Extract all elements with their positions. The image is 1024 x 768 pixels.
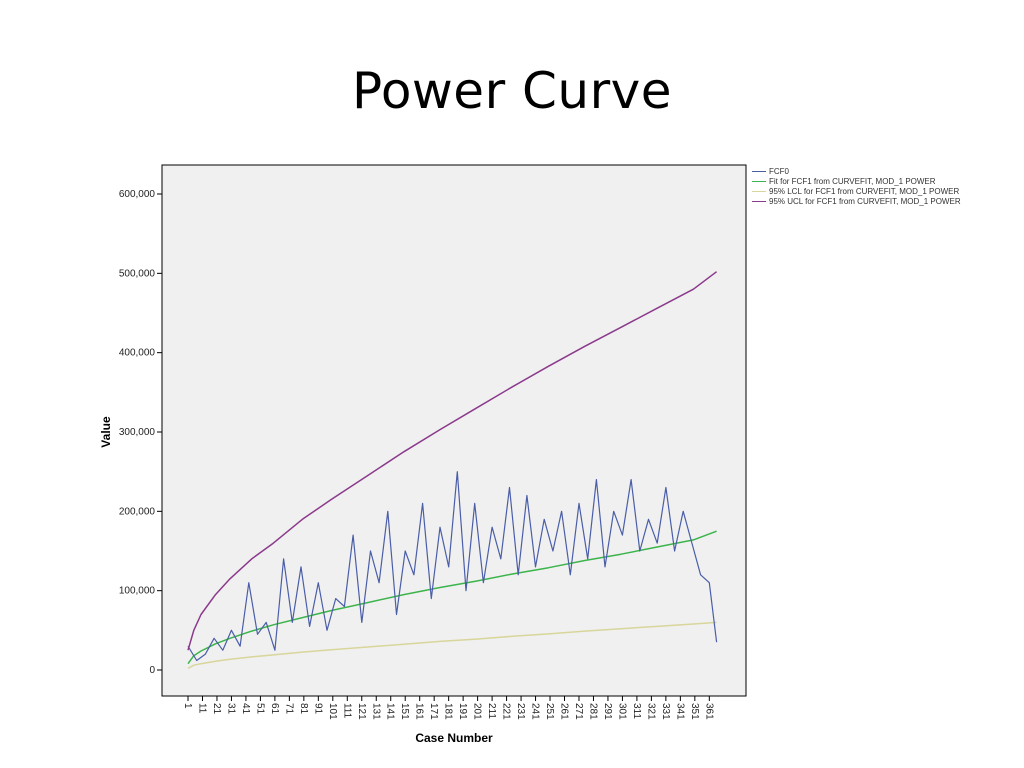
y-tick-label: 600,000 (119, 189, 156, 200)
legend-swatch (752, 171, 766, 173)
x-tick-label: 151 (399, 703, 410, 720)
y-tick-label: 400,000 (119, 348, 156, 359)
x-tick-label: 31 (225, 703, 236, 715)
x-tick-label: 361 (703, 703, 714, 720)
x-tick-label: 261 (559, 703, 570, 720)
x-tick-label: 41 (240, 703, 251, 715)
x-tick-label: 111 (341, 703, 352, 719)
x-tick-label: 231 (515, 703, 526, 720)
x-tick-label: 161 (414, 703, 425, 720)
x-tick-label: 61 (269, 703, 280, 715)
x-tick-label: 291 (602, 703, 613, 720)
x-tick-label: 331 (660, 703, 671, 720)
legend-label: 95% LCL for FCF1 from CURVEFIT, MOD_1 PO… (769, 187, 960, 196)
y-tick-label: 100,000 (119, 586, 156, 597)
x-tick-label: 121 (356, 703, 367, 720)
x-tick-label: 301 (616, 703, 627, 720)
x-tick-label: 281 (587, 703, 598, 720)
series-line-0 (187, 471, 718, 662)
x-tick-label: 131 (370, 703, 381, 720)
y-tick-label: 0 (149, 665, 155, 676)
y-axis: 0 100,000 200,000 300,000 400,000 500,000 600,… (119, 189, 162, 676)
x-tick-label: 341 (674, 703, 685, 720)
x-tick-label: 211 (486, 703, 497, 719)
legend-swatch (752, 201, 766, 203)
legend-item: 95% LCL for FCF1 from CURVEFIT, MOD_1 PO… (752, 187, 961, 197)
chart-legend: FCF0 Fit for FCF1 from CURVEFIT, MOD_1 PO… (752, 167, 961, 207)
legend-label: Fit for FCF1 from CURVEFIT, MOD_1 POWER (769, 177, 936, 186)
x-tick-label: 351 (689, 703, 700, 720)
x-tick-label: 1 (182, 703, 193, 709)
legend-label: 95% UCL for FCF1 from CURVEFIT, MOD_1 PO… (769, 197, 961, 206)
legend-swatch (752, 181, 766, 183)
legend-item: Fit for FCF1 from CURVEFIT, MOD_1 POWER (752, 177, 961, 187)
y-axis-label: Value (99, 416, 113, 448)
x-tick-label: 11 (196, 703, 207, 714)
x-tick-label: 251 (544, 703, 555, 720)
x-tick-label: 241 (530, 703, 541, 720)
series-line-3 (187, 271, 718, 651)
x-tick-label: 101 (327, 703, 338, 720)
x-tick-label: 221 (501, 703, 512, 720)
x-tick-label: 181 (443, 703, 454, 720)
x-tick-label: 71 (283, 703, 294, 715)
series-layer (187, 271, 718, 670)
legend-label: FCF0 (769, 167, 789, 176)
x-tick-label: 321 (645, 703, 656, 720)
y-tick-label: 300,000 (119, 427, 156, 438)
x-tick-label: 21 (211, 703, 222, 715)
x-tick-label: 171 (428, 703, 439, 720)
x-axis: 1 11 21 31 41 51 61 71 81 91 101 111 121 131 141 151 161… (182, 696, 714, 720)
x-tick-label: 191 (457, 703, 468, 720)
x-tick-label: 91 (312, 703, 323, 715)
x-tick-label: 81 (298, 703, 309, 715)
series-line-2 (187, 621, 717, 670)
y-tick-label: 200,000 (119, 506, 156, 517)
x-tick-label: 271 (573, 703, 584, 720)
legend-swatch (752, 191, 766, 193)
y-tick-label: 500,000 (119, 268, 156, 279)
slide-title: Power Curve (351, 62, 673, 120)
x-tick-label: 51 (254, 703, 265, 715)
legend-item: 95% UCL for FCF1 from CURVEFIT, MOD_1 PO… (752, 197, 961, 207)
x-tick-label: 311 (631, 703, 642, 719)
x-tick-label: 201 (472, 703, 483, 720)
legend-item: FCF0 (752, 167, 961, 177)
plot-area (161, 164, 747, 697)
x-axis-label: Case Number (415, 731, 493, 745)
x-tick-label: 141 (385, 703, 396, 720)
